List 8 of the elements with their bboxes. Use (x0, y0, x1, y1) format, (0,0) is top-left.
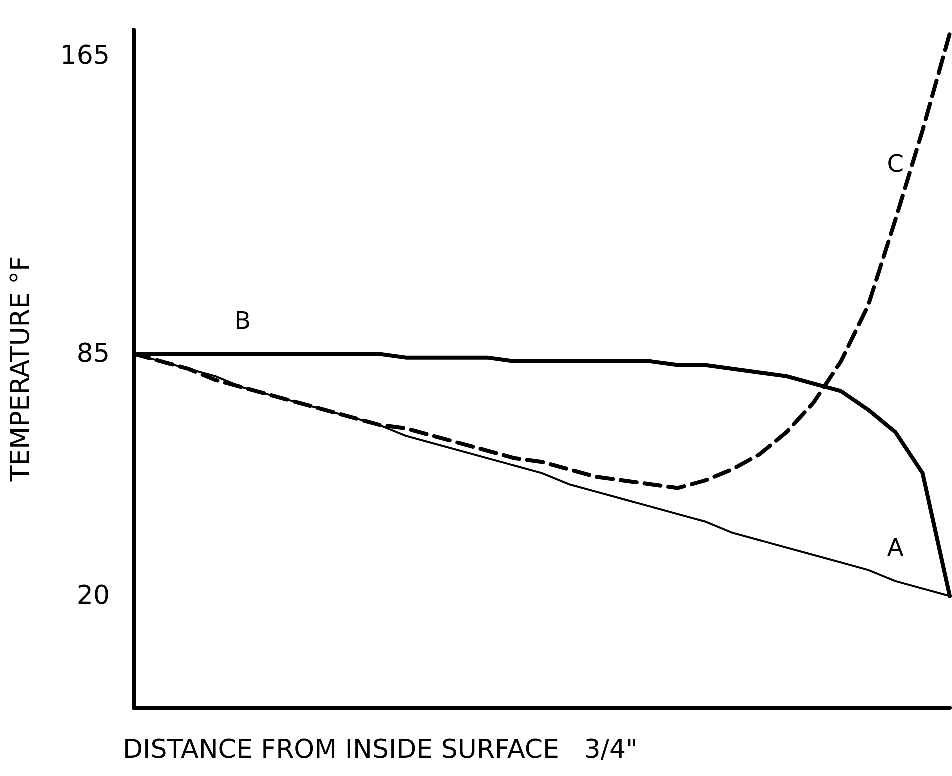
annotation: C (887, 150, 904, 178)
x-axis-title: DISTANCE FROM INSIDE SURFACE 3/4" (123, 735, 638, 765)
annotation: B (234, 306, 252, 335)
annotation: A (887, 534, 904, 562)
y-tick-label: 20 (76, 581, 110, 612)
y-tick-label: 165 (60, 41, 110, 72)
y-tick-label: 85 (76, 339, 110, 370)
y-axis-title: TEMPERATURE °F (6, 256, 36, 483)
